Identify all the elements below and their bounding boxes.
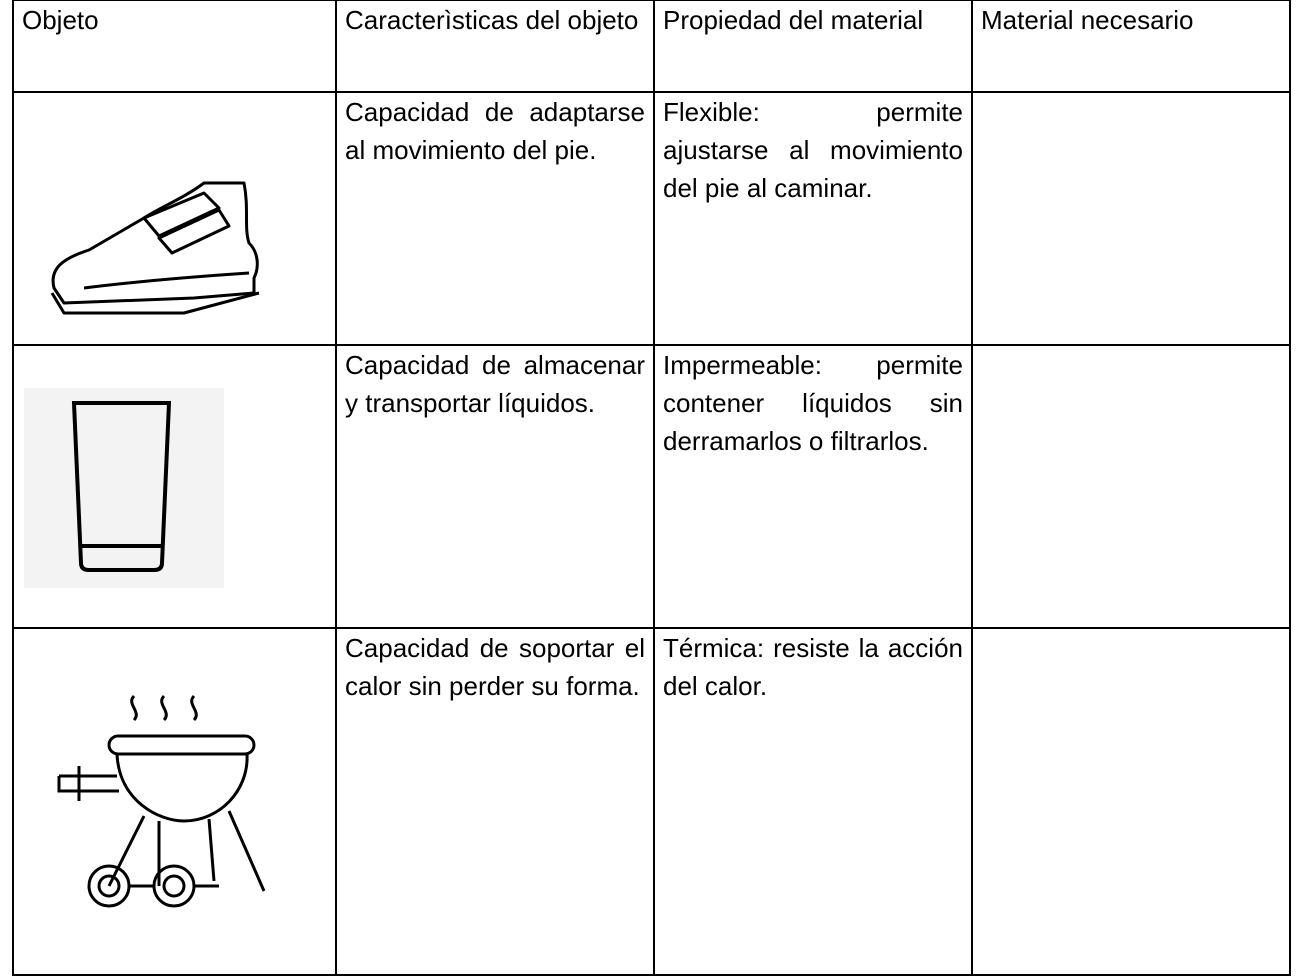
header-cell: Material necesario (971, 0, 1291, 93)
glass-icon (24, 388, 224, 588)
shoe-icon (50, 181, 260, 315)
empty-cell (971, 627, 1291, 976)
row: Capacidad de almacenar y transportar líq… (12, 344, 1291, 629)
header-cell: Objeto (12, 0, 337, 93)
object-cell (12, 91, 337, 346)
object-cell (12, 627, 337, 976)
features-cell: Capacidad de soportar el calor sin perde… (335, 627, 655, 976)
features-cell: Capacidad de almacenar y transportar líq… (335, 344, 655, 629)
row: Capacidad de soportar el calor sin perde… (12, 627, 1291, 976)
header-cell: Caracterìsticas del objeto (335, 0, 655, 93)
header-row: Objeto Caracterìsticas del objeto Propie… (12, 0, 1291, 93)
materials-table: Objeto Caracterìsticas del objeto Propie… (12, 0, 1291, 976)
property-cell: Térmica: resiste la acción del calor. (653, 627, 973, 976)
empty-cell (971, 344, 1291, 629)
header-cell: Propiedad del material (653, 0, 973, 93)
property-cell: Flexible: permite ajustarse al movimient… (653, 91, 973, 346)
features-cell: Capacidad de adaptarse al movimiento del… (335, 91, 655, 346)
property-cell: Impermeable: permite contener líquidos s… (653, 344, 973, 629)
row: Capacidad de adaptarse al movimiento del… (12, 91, 1291, 346)
object-cell (12, 344, 337, 629)
grill-icon (57, 694, 266, 908)
empty-cell (971, 91, 1291, 346)
